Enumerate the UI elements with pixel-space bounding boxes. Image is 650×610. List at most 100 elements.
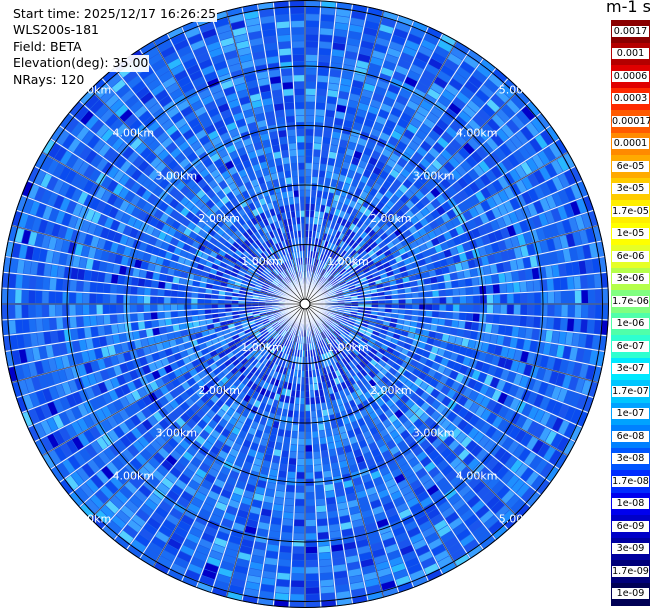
range-gate [171, 283, 179, 291]
range-gate [438, 501, 451, 513]
range-gate [455, 225, 465, 235]
range-gate [391, 214, 400, 223]
range-gate [434, 550, 449, 562]
range-gate [558, 420, 570, 435]
range-gate [395, 358, 404, 366]
range-gate [260, 467, 270, 475]
range-gate [420, 391, 430, 401]
range-gate [463, 142, 475, 155]
range-gate [313, 259, 317, 266]
range-gate [411, 168, 422, 179]
range-gate [338, 508, 349, 517]
range-gate [370, 253, 378, 260]
range-gate [415, 211, 425, 221]
range-gate [182, 576, 198, 587]
range-gate [287, 471, 296, 479]
range-gate [398, 304, 406, 309]
range-gate [116, 304, 124, 314]
range-gate [501, 470, 514, 484]
range-gate [417, 106, 429, 117]
range-gate [344, 327, 351, 333]
range-gate [419, 298, 426, 304]
range-gate [292, 376, 297, 384]
range-gate [266, 482, 276, 490]
range-gate [327, 287, 334, 292]
range-gate [328, 266, 334, 273]
range-gate [430, 388, 440, 399]
range-gate [424, 444, 435, 456]
range-gate [305, 438, 312, 445]
range-gate [444, 108, 457, 120]
range-gate [488, 74, 503, 88]
range-gate [395, 389, 405, 399]
range-gate [148, 542, 163, 555]
range-gate [397, 366, 406, 375]
range-gate [305, 156, 313, 163]
range-gate [500, 227, 510, 239]
range-gate [427, 433, 438, 444]
range-gate [463, 269, 471, 279]
range-gate [458, 407, 469, 419]
range-gate [497, 240, 507, 251]
range-gate [410, 117, 422, 129]
range-gate [418, 291, 426, 298]
range-gate [484, 275, 493, 285]
range-gate [218, 304, 225, 309]
range-gate [369, 264, 377, 271]
range-gate [381, 385, 390, 394]
range-gate [436, 392, 446, 403]
range-gate [337, 311, 344, 314]
range-gate [546, 179, 557, 194]
range-gate [69, 316, 77, 328]
range-gate [549, 223, 559, 237]
range-gate [347, 141, 357, 150]
range-gate [188, 479, 200, 491]
range-gate [351, 179, 360, 187]
range-gate [330, 279, 337, 285]
range-gate [241, 539, 254, 548]
range-gate [515, 208, 525, 221]
range-gate [315, 259, 320, 266]
range-gate [448, 157, 460, 168]
range-gate [321, 247, 327, 255]
range-gate [413, 112, 426, 123]
range-gate [454, 41, 470, 55]
range-gate [359, 47, 373, 56]
range-gate [305, 485, 315, 493]
range-gate [336, 264, 343, 271]
range-gate [373, 215, 381, 224]
range-gate [510, 360, 520, 372]
range-gate [394, 473, 406, 484]
range-gate [348, 214, 355, 223]
range-gate [42, 277, 50, 290]
range-gate [374, 512, 387, 522]
range-gate [157, 289, 165, 297]
range-gate [277, 401, 284, 409]
range-gate [471, 228, 481, 239]
range-gate [298, 363, 302, 371]
range-gate [347, 353, 354, 361]
range-gate [320, 269, 325, 276]
range-gate [243, 490, 254, 499]
range-gate [360, 325, 367, 331]
range-gate [333, 36, 347, 44]
range-gate [362, 319, 369, 325]
range-gate [551, 160, 563, 175]
range-gate [481, 490, 495, 504]
range-gate [457, 177, 468, 189]
range-gate [340, 350, 347, 358]
range-gate [363, 415, 372, 424]
range-gate [270, 427, 278, 436]
range-gate [416, 146, 428, 157]
range-gate [279, 552, 292, 560]
range-gate [359, 394, 367, 403]
range-gate [434, 426, 445, 437]
range-gate [363, 83, 375, 92]
range-gate [144, 287, 151, 296]
range-gate [332, 363, 338, 371]
range-gate [305, 533, 317, 540]
range-gate [352, 349, 360, 356]
range-gate [430, 82, 444, 94]
range-gate [309, 224, 314, 231]
range-gate [184, 509, 197, 520]
